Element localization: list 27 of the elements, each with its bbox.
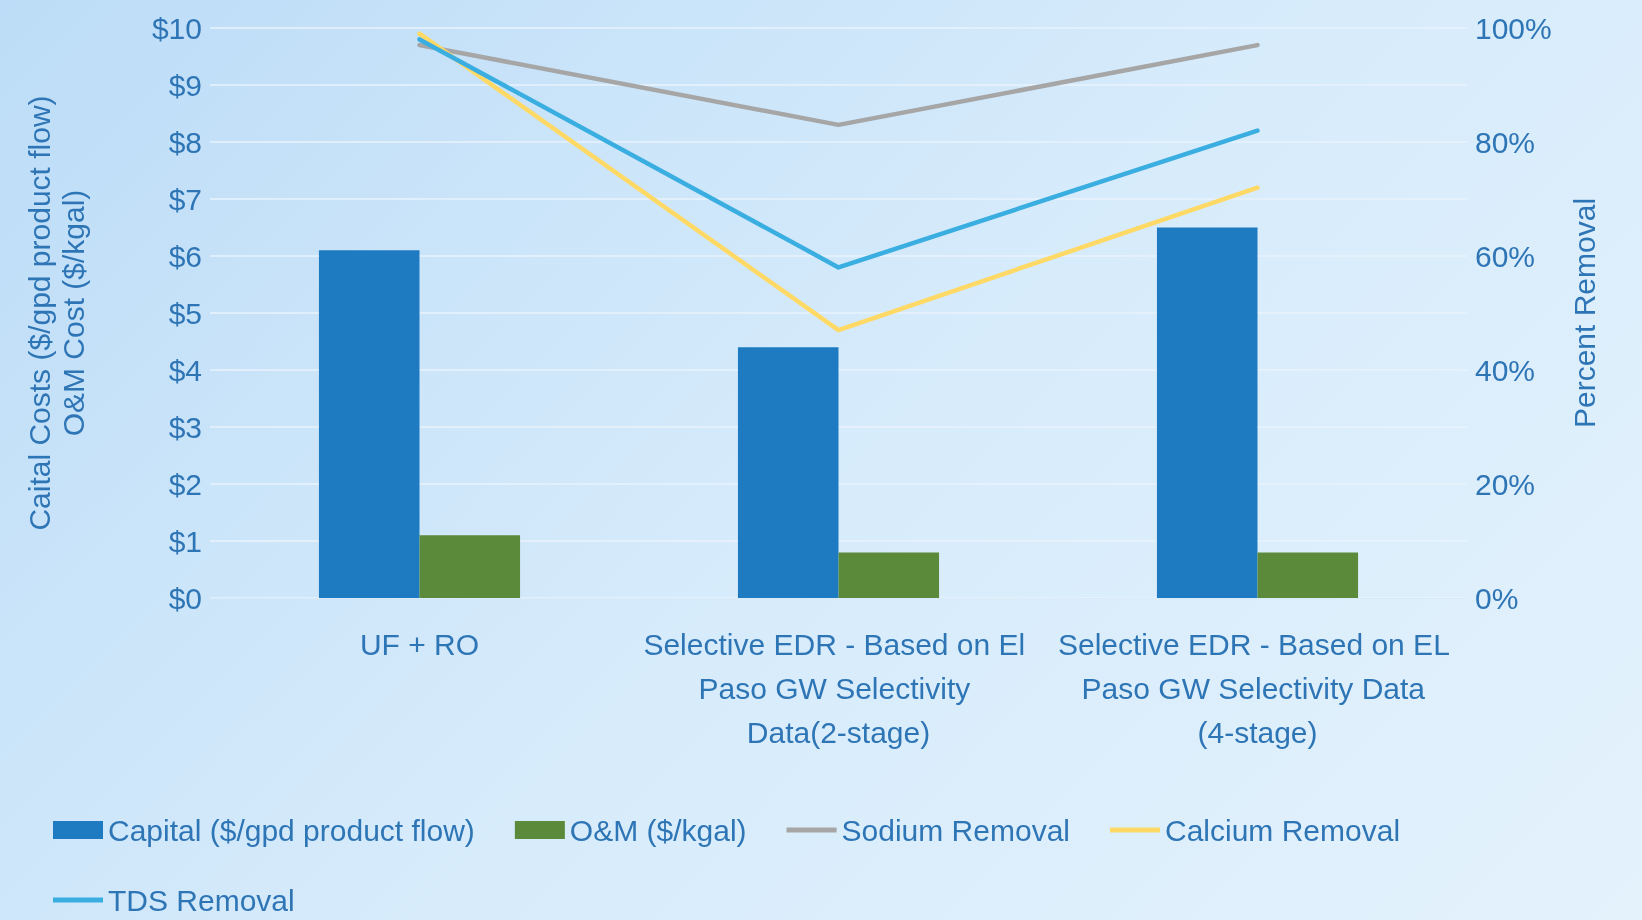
y-axis-title: Caital Costs ($/gpd product flow) O&M Cost ($/kgal) xyxy=(22,95,90,531)
y-tick-label: $6 xyxy=(168,239,202,273)
y-tick-label: $4 xyxy=(168,353,202,387)
y-tick-label: $1 xyxy=(168,524,202,558)
y2-tick-label: 100% xyxy=(1475,11,1552,45)
y2-tick-label: 20% xyxy=(1475,467,1536,501)
legend-label: Sodium Removal xyxy=(841,813,1070,847)
y2-tick-label: 80% xyxy=(1475,125,1536,159)
y-tick-label: $2 xyxy=(168,467,202,501)
y2-tick-label: 0% xyxy=(1475,581,1519,615)
y2-tick-label: 60% xyxy=(1475,239,1536,273)
x-tick-label: Selective EDR - Based on EL Paso GW Selectivity Data (4-stage) xyxy=(1057,627,1458,749)
y-tick-label: $3 xyxy=(168,410,202,444)
y-tick-label: $0 xyxy=(168,581,202,615)
y2-tick-label: 40% xyxy=(1475,353,1536,387)
y-tick-label: $10 xyxy=(151,11,202,45)
legend-label: Calcium Removal xyxy=(1164,813,1401,847)
y-tick-label: $9 xyxy=(168,68,202,102)
y-tick-label: $7 xyxy=(168,182,202,216)
legend-label: Capital ($/gpd product flow) xyxy=(108,813,475,847)
y2-axis-title: Percent Removal xyxy=(1567,197,1601,429)
x-tick-label: Selective EDR - Based on El Paso GW Selectivity Data(2-stage) xyxy=(643,627,1034,749)
y-tick-label: $5 xyxy=(168,296,202,330)
y-tick-label: $8 xyxy=(168,125,202,159)
legend-label: TDS Removal xyxy=(108,883,295,917)
legend-label: O&M ($/kgal) xyxy=(569,813,747,847)
x-tick-label: UF + RO xyxy=(359,627,480,661)
